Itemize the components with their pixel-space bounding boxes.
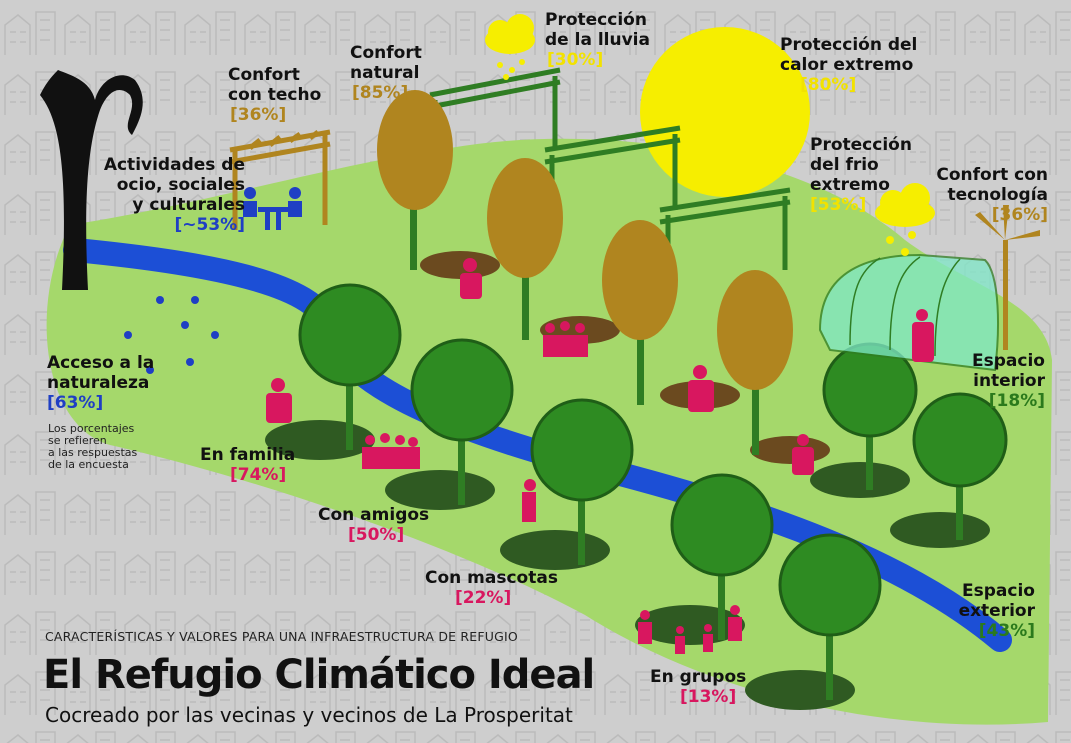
- feature-value: [53%]: [810, 195, 866, 215]
- survey-note: de la encuesta: [48, 458, 129, 471]
- feature-label: En grupos: [650, 667, 746, 687]
- kicker: CARACTERÍSTICAS Y VALORES PARA UNA INFRA…: [45, 629, 518, 644]
- feature-label: interior: [973, 371, 1045, 391]
- feature-label: exterior: [959, 601, 1036, 621]
- feature-label: Acceso a la: [47, 353, 154, 373]
- feature-value: [36%]: [992, 205, 1048, 225]
- feature-value: [63%]: [47, 393, 103, 413]
- feature-label: Espacio: [962, 581, 1035, 601]
- feature-label: naturaleza: [47, 373, 149, 393]
- title: El Refugio Climático Ideal: [43, 652, 594, 698]
- feature-value: [80%]: [800, 75, 856, 95]
- feature-label: tecnología: [948, 185, 1049, 205]
- feature-label: Con amigos: [318, 505, 429, 525]
- title-block: CARACTERÍSTICAS Y VALORES PARA UNA INFRA…: [43, 629, 594, 727]
- feature-value: [13%]: [680, 687, 736, 707]
- feature-label: Protección: [545, 10, 647, 30]
- feature-value: [18%]: [989, 391, 1045, 411]
- feature-value: [22%]: [455, 588, 511, 608]
- feature-label: Confort: [350, 43, 422, 63]
- feature-label: con techo: [228, 85, 321, 105]
- feature-label: del frio: [810, 155, 879, 175]
- feature-label: Protección del: [780, 35, 917, 55]
- feature-label: ocio, sociales: [117, 175, 245, 195]
- feature-value: [30%]: [547, 50, 603, 70]
- feature-label: calor extremo: [780, 55, 913, 75]
- feature-label: En familia: [200, 445, 295, 465]
- feature-label: Espacio: [972, 351, 1045, 371]
- feature-label: extremo: [810, 175, 890, 195]
- feature-label: Protección: [810, 135, 912, 155]
- feature-label: Con mascotas: [425, 568, 558, 588]
- feature-label: natural: [350, 63, 420, 83]
- feature-value: [43%]: [979, 621, 1035, 641]
- feature-label: y culturales: [132, 195, 245, 215]
- feature-label: Confort: [228, 65, 300, 85]
- subtitle: Cocreado por las vecinas y vecinos de La…: [45, 703, 573, 727]
- feature-label: Actividades de: [104, 155, 245, 175]
- feature-value: [85%]: [352, 83, 408, 103]
- feature-value: [50%]: [348, 525, 404, 545]
- infographic: Confortcon techo[36%]Confortnatural[85%]…: [0, 0, 1071, 743]
- feature-label: de la lluvia: [545, 30, 650, 50]
- feature-value: [74%]: [230, 465, 286, 485]
- feature-value: [~53%]: [175, 215, 245, 235]
- feature-label: Confort con: [936, 165, 1048, 185]
- feature-value: [36%]: [230, 105, 286, 125]
